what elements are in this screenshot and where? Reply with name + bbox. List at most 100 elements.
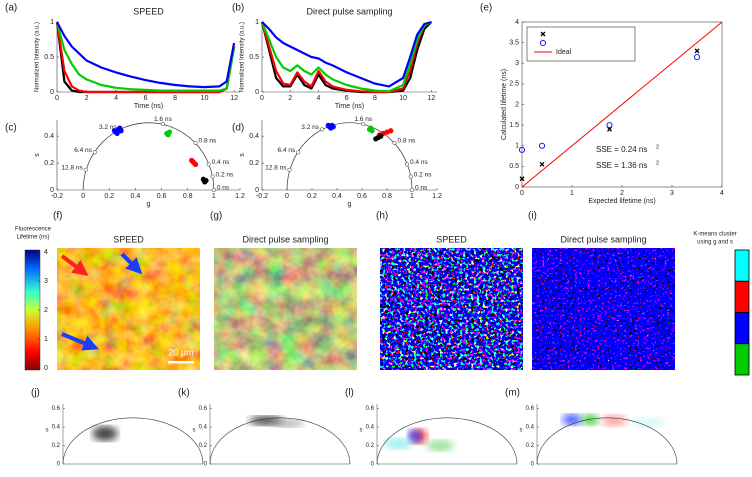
lifetime-label: 0.4 ns	[410, 159, 428, 166]
y-tick-label: 0.5	[249, 54, 259, 61]
panel-label: (g)	[210, 211, 222, 222]
y-tick-label: 3.5	[509, 39, 519, 46]
kmeans-title: K-means cluster	[693, 232, 736, 238]
lifetime-marker	[361, 121, 366, 127]
panel-label: (c)	[5, 123, 17, 134]
y-axis-label: s	[520, 428, 523, 434]
x-tick-label: 4	[114, 95, 118, 102]
x-tick-label: 6	[144, 95, 148, 102]
line-series	[55, 21, 236, 94]
line-series	[260, 21, 433, 94]
colorbar	[24, 249, 41, 371]
y-tick-label: 1	[515, 143, 519, 150]
panel-label: (l)	[345, 388, 354, 399]
o-marker	[606, 122, 613, 129]
y-tick-label: 0.6	[366, 406, 375, 412]
y-tick-label: 0.2	[366, 443, 375, 449]
x-tick-label: 8	[173, 95, 177, 102]
x-tick-label: 4	[316, 95, 320, 102]
x-tick-label: 1	[410, 193, 414, 200]
y-tick-label: 2.5	[509, 81, 519, 88]
o-marker	[539, 39, 547, 47]
lifetime-label: 1.6 ns	[354, 116, 372, 123]
x-tick-label: 2	[85, 95, 89, 102]
x-tick-label: -0.2	[51, 193, 63, 200]
x-tick-label: 2	[288, 95, 292, 102]
y-tick-label: 0.4	[526, 425, 535, 431]
cluster-point	[203, 177, 209, 184]
x-tick-label: 0.4	[131, 193, 141, 200]
density-blob	[92, 426, 118, 441]
colorbar-tick-label: 4	[44, 249, 48, 256]
y-tick-label: 0.2	[526, 443, 535, 449]
density-blob	[562, 414, 582, 426]
red-arrow	[60, 254, 89, 276]
x-tick-label: 0	[520, 190, 524, 197]
x-axis-label: Expected lifetime (ns)	[588, 198, 655, 205]
cluster-point	[368, 125, 374, 131]
kmeans-title: using g and s	[697, 240, 733, 246]
y-axis-label: s	[239, 153, 246, 157]
x-tick-label: 0	[81, 193, 85, 200]
x-tick-label: 12	[230, 95, 238, 102]
x-marker	[539, 161, 545, 167]
blue-arrow	[61, 332, 99, 351]
panel-title: SPEED	[113, 234, 144, 244]
y-tick-label: 0	[255, 89, 259, 96]
cluster-point	[192, 161, 199, 168]
panel-label: (i)	[528, 211, 537, 222]
kmeans-swatch	[734, 312, 750, 345]
cluster-point	[378, 133, 384, 139]
x-tick-label: 0.4	[332, 193, 342, 200]
lifetime-marker	[92, 150, 97, 155]
cluster-point	[325, 122, 331, 128]
line-series	[260, 21, 432, 93]
colorbar-tick-label: 3	[44, 278, 48, 285]
y-tick-label: 0.4	[52, 425, 61, 431]
x-axis-label: Time (ns)	[134, 103, 163, 110]
lifetime-marker	[160, 121, 165, 127]
panel-title: Direct pulse sampling	[242, 234, 328, 244]
legend-label: Ideal	[556, 49, 572, 56]
x-tick-label: 1	[570, 190, 574, 197]
x-marker	[540, 31, 546, 37]
y-tick-label: 1	[255, 19, 259, 26]
lifetime-marker	[319, 127, 325, 132]
x-tick-label: 10	[399, 95, 407, 102]
x-tick-label: 6	[345, 95, 349, 102]
x-tick-label: 0.8	[183, 193, 193, 200]
x-tick-label: 0.2	[104, 193, 114, 200]
y-tick-label: 0	[255, 187, 259, 194]
y-tick-label: 0	[204, 462, 208, 468]
x-tick-label: 0.6	[357, 193, 367, 200]
colorbar-tick-label: 1	[44, 336, 48, 343]
kmeans-swatch	[734, 249, 750, 282]
y-tick-label: 0	[57, 462, 61, 468]
y-tick-label: 0.4	[44, 133, 54, 140]
x-tick-label: 0.6	[157, 193, 167, 200]
microscopy-image	[380, 248, 523, 370]
kmeans-swatch	[734, 280, 750, 313]
x-tick-label: -0.2	[256, 193, 268, 200]
y-tick-label: 0.6	[526, 406, 535, 412]
kmeans-swatch	[734, 343, 750, 376]
x-tick-label: 0	[285, 193, 289, 200]
line-series	[261, 20, 432, 88]
lifetime-marker	[210, 174, 215, 179]
y-tick-label: 0	[531, 462, 535, 468]
panel-label: (j)	[31, 388, 40, 399]
colorbar-tick-label: 0	[44, 365, 48, 372]
y-tick-label: 1.5	[509, 122, 519, 129]
y-axis-label: Normalized Intensity (a.u.)	[240, 22, 246, 92]
lifetime-label: 0.2 ns	[216, 171, 234, 178]
line-series	[55, 21, 236, 92]
lifetime-label: 0.8 ns	[199, 138, 217, 145]
x-tick-label: 4	[720, 190, 724, 197]
density-blob	[632, 417, 666, 428]
x-marker	[694, 48, 700, 54]
y-tick-label: 0	[50, 187, 54, 194]
x-tick-label: 10	[201, 95, 209, 102]
y-tick-label: 3	[515, 60, 519, 67]
density-blob	[601, 415, 627, 427]
universal-semicircle	[376, 417, 518, 465]
